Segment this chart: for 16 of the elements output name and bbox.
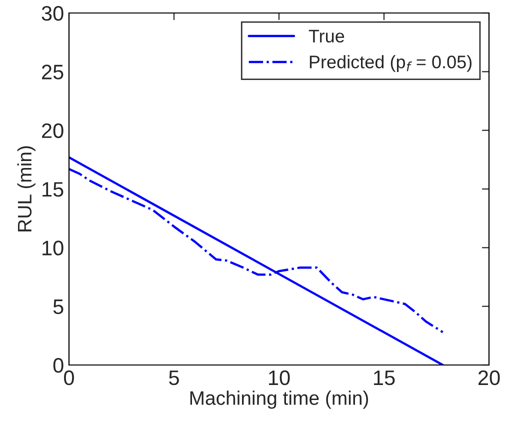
x-tick-label: 5 [169,370,179,386]
y-tick-label: 5 [53,300,64,314]
x-axis-title: Machining time (min) [190,390,368,409]
y-tick-label: 20 [42,123,64,138]
y-tick-label: 30 [42,6,64,21]
x-tick-label: 15 [374,370,395,386]
x-tick-label: 0 [64,370,74,386]
legend-label: True [308,30,344,43]
y-tick-label: 10 [42,240,64,256]
x-tick-label: 10 [269,370,290,386]
y-tick-label: 0 [53,358,64,373]
x-tick-label: 20 [478,370,500,386]
y-tick-label: 15 [42,182,64,197]
y-axis-title: RUL (min) [17,146,36,232]
legend-label: Predicted (p$_{f}$ = 0.05) [310,55,472,72]
y-tick-label: 25 [42,64,64,80]
